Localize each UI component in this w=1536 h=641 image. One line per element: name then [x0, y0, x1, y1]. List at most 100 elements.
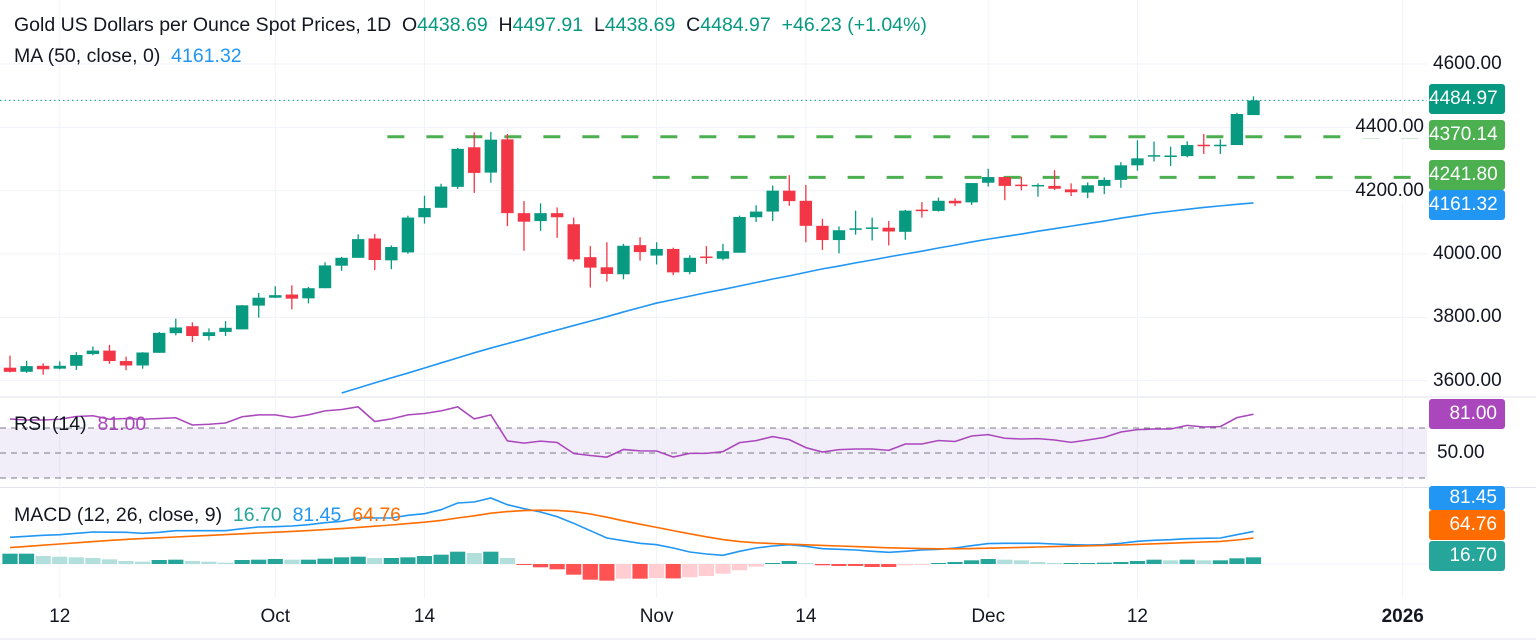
- candle-body: [1247, 100, 1260, 116]
- histogram-bar: [1063, 563, 1079, 564]
- histogram-bar: [1146, 559, 1162, 564]
- histogram-bar: [483, 551, 499, 564]
- histogram-bar: [847, 564, 864, 566]
- histogram-bar: [964, 560, 980, 564]
- candle: [401, 215, 415, 254]
- candle: [1064, 183, 1078, 197]
- ma-legend[interactable]: MA (50, close, 0) 4161.32: [14, 45, 242, 68]
- histogram-bar: [251, 559, 267, 564]
- candle-body: [832, 230, 846, 241]
- histogram-badge: 16.70: [1429, 541, 1505, 571]
- histogram-bar: [118, 561, 134, 564]
- high-label: H: [498, 14, 513, 36]
- histogram-bar: [1196, 560, 1212, 564]
- candle-body: [235, 305, 249, 330]
- histogram-bar: [184, 561, 200, 564]
- histogram-bar: [350, 556, 366, 564]
- histogram-bar: [1030, 562, 1046, 564]
- histogram-bar: [632, 564, 648, 579]
- level-badge-upper: 4370.14: [1429, 120, 1505, 150]
- histogram-bar: [367, 558, 383, 564]
- candle-body: [1147, 155, 1161, 157]
- ma-series: [341, 202, 1254, 394]
- candle-body: [1081, 185, 1094, 193]
- candle-body: [186, 326, 199, 337]
- rsi-legend[interactable]: RSI (14) 81.00: [14, 413, 146, 436]
- rsi-legend-label: RSI (14): [14, 413, 87, 435]
- candle: [119, 356, 133, 371]
- candle: [219, 321, 232, 337]
- histogram-bar: [649, 564, 665, 578]
- histogram-bar: [466, 553, 482, 564]
- candle-body: [882, 227, 895, 232]
- candle-body: [169, 327, 182, 334]
- histogram-bar: [85, 558, 101, 564]
- macd-legend[interactable]: MACD (12, 26, close, 9) 16.70 81.45 64.7…: [14, 504, 401, 527]
- histogram-bar: [1096, 562, 1112, 564]
- candle: [965, 183, 978, 205]
- rsi-line: [9, 406, 1254, 458]
- candle-body: [219, 327, 232, 332]
- candle: [252, 292, 265, 318]
- symbol-title: Gold US Dollars per Ounce Spot Prices, 1…: [14, 14, 392, 36]
- candle-body: [816, 225, 829, 241]
- candle-body: [1015, 184, 1028, 187]
- candle: [285, 285, 299, 310]
- histogram-bar: [897, 564, 913, 566]
- macd-legend-macd: 81.45: [292, 504, 342, 526]
- candle: [451, 147, 464, 189]
- histogram-bar: [499, 558, 515, 564]
- candle-body: [1131, 158, 1144, 166]
- candle: [816, 218, 829, 250]
- candle-body: [948, 200, 962, 204]
- candle: [186, 322, 199, 343]
- open-value: 4438.69: [417, 14, 488, 36]
- candle: [351, 234, 365, 258]
- histogram-bar: [168, 559, 184, 564]
- candle: [3, 355, 17, 373]
- candle-body: [915, 209, 929, 212]
- rsi-axis-label: 50.00: [1437, 442, 1485, 463]
- candle: [1031, 183, 1045, 197]
- histogram-bar: [400, 557, 416, 564]
- histogram-bar: [284, 559, 300, 564]
- candle-body: [1031, 184, 1045, 187]
- candle-body: [1164, 155, 1177, 158]
- histogram-bar: [930, 563, 947, 564]
- time-tick-label: 14: [795, 606, 817, 627]
- candle-body: [335, 257, 348, 266]
- macd-legend-hist: 16.70: [232, 504, 282, 526]
- candle: [169, 318, 182, 336]
- candle-body: [434, 186, 448, 208]
- symbol-legend: Gold US Dollars per Ounce Spot Prices, 1…: [14, 14, 927, 37]
- candle-body: [567, 224, 580, 260]
- candle-body: [401, 217, 415, 253]
- candle: [202, 328, 216, 341]
- candle-body: [998, 177, 1011, 186]
- candle-body: [865, 227, 879, 229]
- candle-body: [899, 210, 912, 232]
- histogram-bar: [1229, 558, 1245, 564]
- candle-body: [982, 177, 995, 183]
- candle: [683, 255, 696, 275]
- candle: [700, 246, 713, 264]
- histogram-bar: [1245, 557, 1262, 564]
- rsi-badge: 81.00: [1429, 399, 1505, 429]
- candle-body: [932, 200, 945, 211]
- candle-body: [633, 245, 647, 253]
- histogram-bar: [317, 558, 333, 564]
- candle-body: [36, 365, 50, 370]
- candle: [915, 202, 929, 218]
- price-tick-label: 4400.00: [1355, 116, 1424, 139]
- price-tick-label: 4000.00: [1433, 243, 1502, 264]
- candle-body: [1064, 189, 1078, 193]
- histogram-bar: [1013, 560, 1029, 564]
- signal-badge: 64.76: [1429, 510, 1505, 540]
- histogram-bar: [864, 564, 880, 567]
- time-tick-label: Nov: [639, 606, 674, 627]
- candle: [335, 256, 348, 271]
- candle: [716, 243, 730, 261]
- signal-line: [9, 509, 1254, 550]
- level-badge-lower: 4241.80: [1429, 160, 1505, 190]
